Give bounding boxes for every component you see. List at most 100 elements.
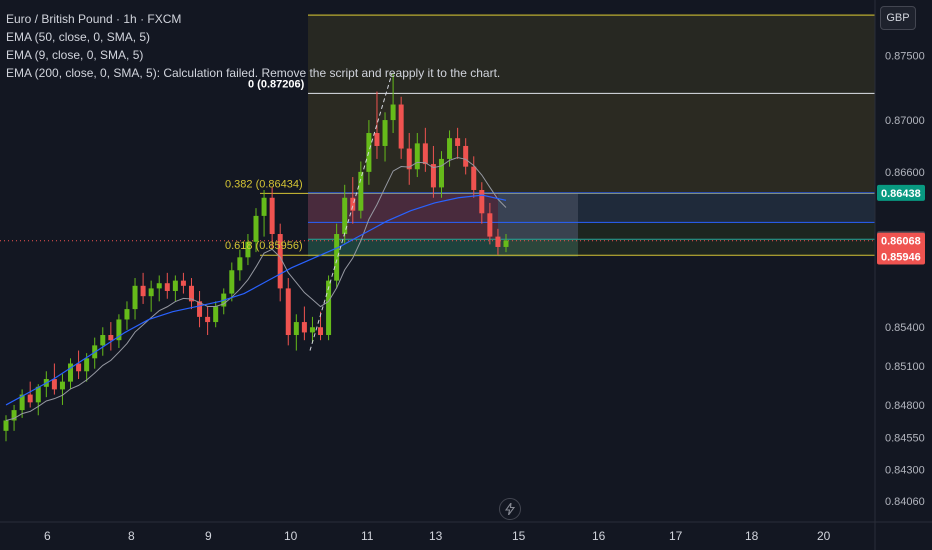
time-tick: 8: [128, 529, 135, 543]
candle-body: [205, 316, 211, 323]
candle-body: [197, 301, 203, 317]
fib-zone-top: [308, 13, 875, 94]
candle-body: [140, 285, 146, 297]
candle-body: [342, 197, 348, 235]
price-tick: 0.87000: [885, 115, 925, 127]
currency-button[interactable]: GBP: [880, 6, 916, 30]
candle-body: [108, 335, 114, 341]
candle-body: [253, 215, 259, 242]
time-tick: 18: [745, 529, 759, 543]
time-tick: 11: [361, 529, 374, 543]
candle-body: [269, 197, 275, 235]
candle-body: [301, 322, 307, 333]
symbol-title[interactable]: Euro / British Pound · 1h · FXCM: [6, 12, 182, 26]
candle-body: [245, 241, 251, 258]
candle-body: [398, 104, 404, 149]
candle-body: [293, 322, 299, 336]
ema50-legend[interactable]: EMA (50, close, 0, SMA, 5): [6, 30, 151, 44]
candle-body: [261, 197, 267, 216]
candle-body: [116, 319, 122, 341]
candle-body: [430, 164, 436, 188]
candle-body: [495, 236, 501, 247]
candle-body: [390, 104, 396, 121]
candle-body: [148, 288, 154, 297]
price-tick: 0.84060: [885, 496, 925, 508]
bolt-icon[interactable]: [499, 498, 521, 520]
candle-body: [3, 420, 9, 431]
candle-body: [374, 133, 380, 146]
candle-body: [326, 280, 332, 336]
candle-body: [213, 306, 219, 323]
price-label: 0.86438: [881, 188, 921, 200]
candle-body: [447, 138, 453, 159]
position-zone-highlight: [498, 193, 578, 240]
candle-body: [455, 138, 461, 146]
price-label: 0.85946: [881, 252, 921, 264]
ema50-line: [5, 194, 507, 406]
candle-body: [27, 394, 33, 403]
fib-label: 0 (0.87206): [248, 78, 305, 90]
price-tick: 0.87500: [885, 50, 925, 62]
candle-body: [188, 285, 194, 302]
candle-body: [463, 145, 469, 167]
ema200-legend[interactable]: EMA (200, close, 0, SMA, 5): Calculation…: [6, 66, 501, 80]
candle-body: [237, 257, 243, 271]
time-tick: 6: [44, 529, 51, 543]
fib-label: 0.382 (0.86434): [225, 178, 303, 190]
time-tick: 20: [817, 529, 831, 543]
time-tick: 10: [284, 529, 298, 543]
ema9-line: [5, 156, 507, 421]
candles: [3, 73, 509, 442]
candle-body: [84, 358, 90, 372]
fib-trend-line: [309, 73, 393, 351]
price-tick: 0.85100: [885, 361, 925, 373]
candle-body: [164, 283, 170, 291]
price-tick: 0.85400: [885, 322, 925, 334]
candle-body: [487, 213, 493, 237]
price-tick: 0.84550: [885, 432, 925, 444]
candle-body: [76, 363, 82, 372]
candle-body: [277, 234, 283, 289]
price-label-bg: [877, 248, 925, 265]
price-label-bg: [877, 184, 925, 201]
candle-body: [285, 288, 291, 336]
candle-body: [382, 120, 388, 146]
candle-body: [132, 285, 138, 310]
candle-body: [438, 158, 444, 188]
price-tick: 0.84300: [885, 465, 925, 477]
candle-body: [19, 394, 25, 411]
price-tick: 0.84800: [885, 400, 925, 412]
candle-body: [503, 240, 509, 247]
candle-body: [124, 309, 130, 320]
candle-body: [422, 143, 428, 165]
candle-body: [471, 166, 477, 190]
candle-body: [479, 189, 485, 214]
candle-body: [68, 363, 74, 382]
candle-body: [172, 280, 178, 291]
candle-body: [334, 234, 340, 281]
price-tick: 0.86600: [885, 167, 925, 179]
time-tick: 13: [429, 529, 443, 543]
candle-body: [100, 335, 106, 346]
ema9-legend[interactable]: EMA (9, close, 0, SMA, 5): [6, 48, 144, 62]
candle-body: [350, 197, 356, 211]
time-tick: 16: [592, 529, 606, 543]
candle-body: [51, 379, 57, 390]
candle-body: [180, 280, 186, 286]
fib-label: 0.618 (0.85956): [225, 240, 303, 252]
time-tick: 15: [512, 529, 526, 543]
candle-body: [35, 386, 41, 403]
candle-body: [406, 148, 412, 170]
time-tick: 9: [205, 529, 212, 543]
time-tick: 17: [669, 529, 683, 543]
candle-body: [229, 270, 235, 294]
candle-body: [11, 410, 17, 421]
candle-body: [156, 283, 162, 289]
chart-legend: Euro / British Pound · 1h · FXCM EMA (50…: [6, 10, 500, 82]
axis-settings-area: [880, 527, 926, 547]
position-current-zone: [498, 239, 578, 257]
candle-body: [59, 381, 65, 390]
candle-body: [309, 327, 315, 333]
candle-body: [414, 143, 420, 170]
